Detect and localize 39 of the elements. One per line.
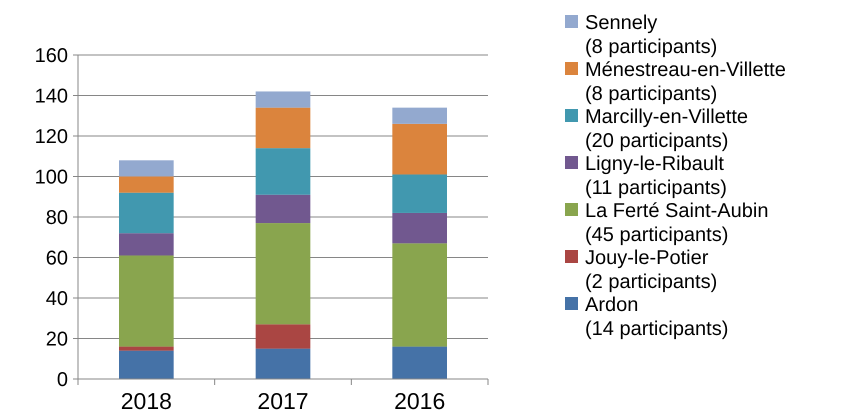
legend-label: Ardon (14 participants) xyxy=(585,294,728,340)
bar xyxy=(119,346,174,351)
y-tick-label: 140 xyxy=(34,86,68,108)
bar xyxy=(392,243,447,347)
legend-label: Ligny-le-Ribault (11 participants) xyxy=(585,153,727,199)
bar xyxy=(119,350,174,379)
y-tick-label: 20 xyxy=(46,328,68,350)
bar xyxy=(256,194,310,224)
bar xyxy=(256,108,310,148)
bar xyxy=(256,348,310,379)
y-tick-label: 100 xyxy=(34,166,68,188)
legend-label: Ménestreau-en-Villette (8 participants) xyxy=(585,59,786,105)
x-tick-label: 2018 xyxy=(120,388,172,414)
legend-label: Sennely (8 participants) xyxy=(585,12,718,58)
bar xyxy=(392,346,447,379)
bar xyxy=(119,233,174,256)
legend-label: Jouy-le-Potier (2 participants) xyxy=(585,247,718,293)
y-tick-label: 160 xyxy=(34,45,68,67)
bar xyxy=(119,192,174,234)
bar xyxy=(392,212,447,244)
bar xyxy=(256,324,310,349)
y-tick-label: 0 xyxy=(56,369,68,391)
bar xyxy=(256,148,310,195)
legend-label: Marcilly-en-Villette (20 participants) xyxy=(585,106,748,152)
y-tick-label: 60 xyxy=(46,248,68,270)
bar xyxy=(392,124,447,174)
x-tick-label: 2017 xyxy=(257,388,309,414)
bar xyxy=(392,174,447,213)
y-tick-label: 120 xyxy=(34,126,68,148)
y-tick-label: 80 xyxy=(46,207,68,229)
bar xyxy=(119,160,174,176)
bar xyxy=(392,108,447,124)
legend-label: La Ferté Saint-Aubin (45 participants) xyxy=(585,200,768,246)
bar xyxy=(256,91,310,108)
bar xyxy=(119,255,174,347)
bar xyxy=(256,223,310,324)
bar xyxy=(119,176,174,193)
x-tick-label: 2016 xyxy=(394,388,446,414)
y-tick-label: 40 xyxy=(46,288,68,310)
